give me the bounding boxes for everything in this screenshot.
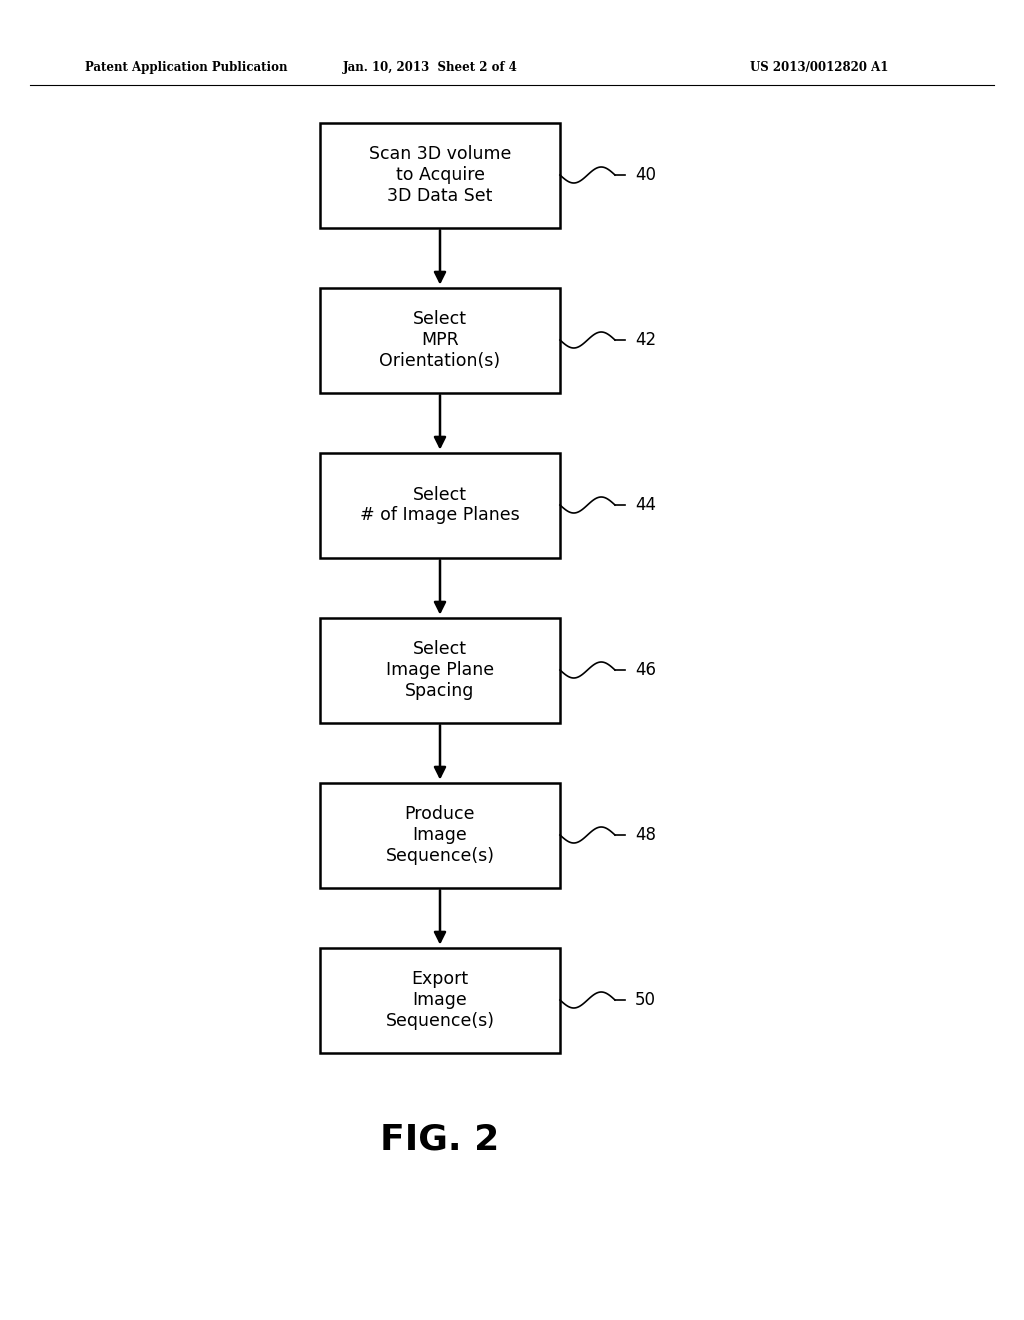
Text: Jan. 10, 2013  Sheet 2 of 4: Jan. 10, 2013 Sheet 2 of 4 bbox=[343, 62, 517, 74]
Text: Select
# of Image Planes: Select # of Image Planes bbox=[360, 486, 520, 524]
Text: Select
Image Plane
Spacing: Select Image Plane Spacing bbox=[386, 640, 494, 700]
Bar bbox=[319, 783, 560, 887]
Bar bbox=[319, 948, 560, 1052]
Text: Produce
Image
Sequence(s): Produce Image Sequence(s) bbox=[385, 805, 495, 865]
Text: FIG. 2: FIG. 2 bbox=[380, 1122, 500, 1156]
Text: 44: 44 bbox=[635, 496, 656, 513]
Text: 46: 46 bbox=[635, 661, 656, 678]
Text: Export
Image
Sequence(s): Export Image Sequence(s) bbox=[385, 970, 495, 1030]
Text: Patent Application Publication: Patent Application Publication bbox=[85, 62, 288, 74]
Bar bbox=[319, 288, 560, 392]
Bar bbox=[319, 123, 560, 227]
Text: Scan 3D volume
to Acquire
3D Data Set: Scan 3D volume to Acquire 3D Data Set bbox=[369, 145, 511, 205]
Text: 40: 40 bbox=[635, 166, 656, 183]
Text: US 2013/0012820 A1: US 2013/0012820 A1 bbox=[750, 62, 889, 74]
Text: Select
MPR
Orientation(s): Select MPR Orientation(s) bbox=[380, 310, 501, 370]
Bar bbox=[319, 618, 560, 722]
Text: 48: 48 bbox=[635, 826, 656, 843]
Text: 50: 50 bbox=[635, 991, 656, 1008]
Text: 42: 42 bbox=[635, 331, 656, 348]
Bar bbox=[319, 453, 560, 557]
